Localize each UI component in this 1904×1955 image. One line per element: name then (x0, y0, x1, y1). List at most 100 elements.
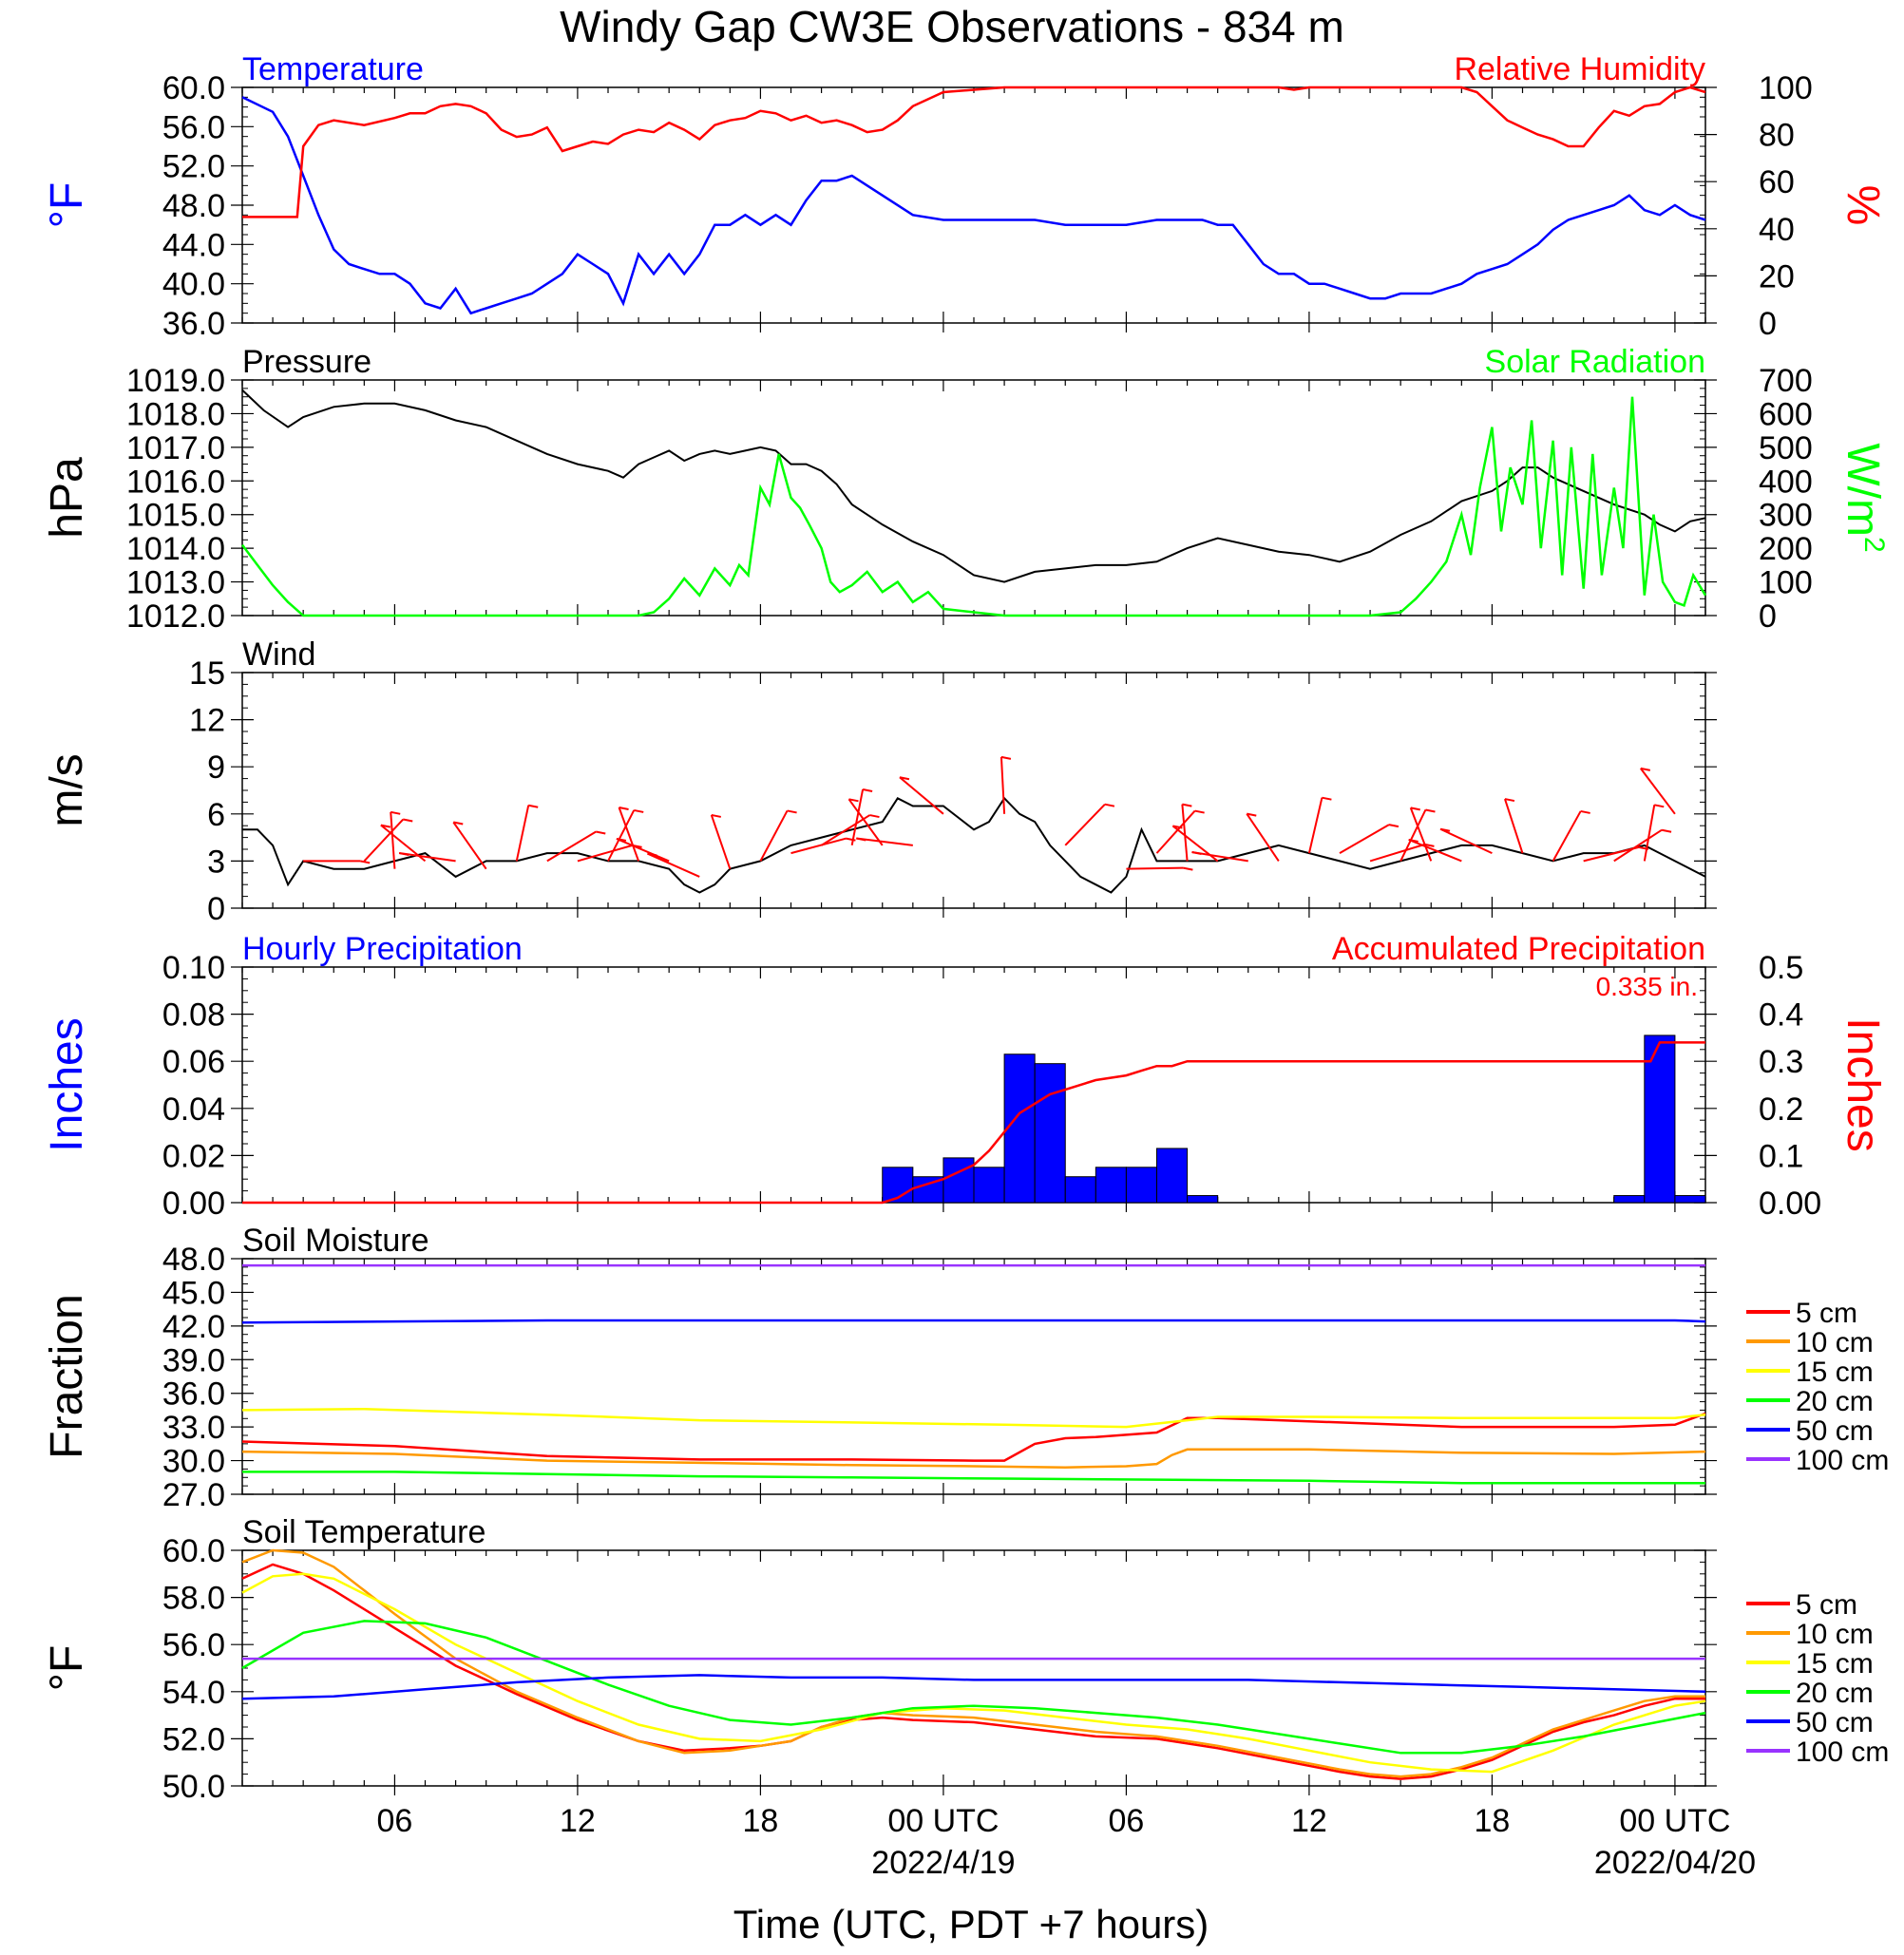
y-tick-label: 1013.0 (126, 565, 225, 601)
wind-barb-flag (1194, 809, 1205, 814)
x-tick-label: 00 UTC (1619, 1803, 1730, 1839)
right-y-tick-label: 700 (1759, 363, 1813, 399)
wind-barb (1583, 845, 1640, 863)
precip-bar (1064, 1176, 1096, 1204)
panel-soil_moisture: 48.045.042.039.036.033.030.027.0 Soil Moi… (42, 1223, 1889, 1513)
x-tick-label: 00 UTC (887, 1803, 999, 1839)
wind-barb (821, 814, 870, 846)
wind-barb (1643, 805, 1656, 862)
legend-label: 50 cm (1796, 1707, 1874, 1738)
series-line-solar-radiation (241, 396, 1707, 617)
wind-barb-flag (453, 821, 464, 826)
wind-barb-flag (711, 813, 721, 818)
wind-barb (515, 805, 530, 862)
series-line-5-cm (241, 1563, 1705, 1780)
precip-bar (1187, 1195, 1219, 1204)
series-line-15-cm (241, 1407, 1706, 1429)
legend-label: 5 cm (1796, 1589, 1857, 1621)
wind-barb-flag (1388, 824, 1399, 828)
legend-label: 100 cm (1796, 1737, 1889, 1768)
series-line-15-cm (241, 1572, 1706, 1774)
panel-frame (241, 86, 1706, 324)
wind-barb-flag (1580, 809, 1590, 814)
y-tick-label: 60.0 (162, 70, 225, 106)
panel-title-right: Solar Radiation (1485, 344, 1705, 380)
panel-title-left: Hourly Precipitation (242, 931, 523, 967)
right-y-tick-label: 100 (1759, 70, 1813, 106)
legend-label: 20 cm (1796, 1386, 1874, 1417)
wind-barb-flag (1661, 828, 1672, 833)
wind-barb (647, 852, 700, 878)
wind-barb (390, 811, 396, 869)
y-tick-label: 58.0 (162, 1581, 225, 1617)
wind-barb (577, 844, 633, 863)
wind-barb-flag (1504, 798, 1515, 803)
right-y-tick-label: 40 (1759, 212, 1795, 248)
panel-title-left: Soil Moisture (242, 1223, 429, 1259)
wind-barb (1504, 798, 1524, 854)
y-tick-label: 44.0 (162, 227, 225, 263)
y-tick-label: 1012.0 (126, 598, 225, 635)
right-y-tick-label: 60 (1759, 164, 1795, 200)
y-tick-label: 33.0 (162, 1410, 225, 1446)
wind-barb-flag (528, 804, 539, 808)
precip-bar (1613, 1195, 1646, 1204)
panel-title-left: Soil Temperature (242, 1514, 486, 1550)
y-tick-label: 1018.0 (126, 396, 225, 432)
precip-bar (1644, 1034, 1676, 1204)
panel-wind: 15 12 9 6 3 0 Wind m/s (42, 636, 1717, 927)
wind-barb (546, 830, 597, 863)
precip-bar (1156, 1148, 1189, 1204)
wind-barb (1181, 804, 1189, 862)
wind-barb-flag (1640, 767, 1651, 771)
x-date-label: 2022/04/20 (1594, 1845, 1756, 1881)
y-tick-label: 52.0 (162, 149, 225, 185)
legend-label: 50 cm (1796, 1415, 1874, 1447)
wind-barb (1369, 843, 1425, 863)
wind-barb-flag (634, 808, 644, 813)
y-tick-label: 36.0 (162, 306, 225, 342)
wind-barb (1246, 813, 1280, 862)
right-y-tick-label: 300 (1759, 498, 1813, 534)
y-tick-label: 52.0 (162, 1721, 225, 1757)
y-tick-label: 1015.0 (126, 498, 225, 534)
y-tick-label: 0.10 (162, 950, 225, 986)
wind-barb (1399, 809, 1427, 862)
y-tick-label: 1016.0 (126, 464, 225, 500)
wind-barb (363, 818, 404, 863)
x-tick-label: 18 (743, 1803, 779, 1839)
panels: 60.056.052.048.044.040.036.0100806040200… (42, 51, 1890, 1881)
panel-title-right: Accumulated Precipitation (1332, 931, 1705, 967)
right-y-tick-label: 0.00 (1759, 1186, 1821, 1222)
panel-title-left: Wind (242, 636, 315, 673)
wind-barb-flag (856, 837, 866, 842)
y-tick-label: 0 (207, 891, 225, 927)
right-y-tick-label: 0.4 (1759, 997, 1803, 1034)
y-tick-label: 0.00 (162, 1186, 225, 1222)
wind-barb (1552, 810, 1582, 862)
right-y-tick-label: 0.2 (1759, 1091, 1803, 1128)
precip-bar (942, 1157, 975, 1204)
series-line-50-cm (241, 1674, 1706, 1700)
panel-precip: 0.10 0.08 0.06 0.04 0.02 0.00 0.5 0.4 0.3 0.2 0.1 0… (42, 931, 1888, 1222)
right-y-tick-label: 80 (1759, 118, 1795, 154)
wind-barb (616, 838, 670, 863)
y-tick-label: 48.0 (162, 188, 225, 224)
precip-bar (1034, 1063, 1066, 1204)
precip-bar (1003, 1053, 1036, 1204)
wind-barb (759, 809, 789, 862)
series-line-pressure (241, 389, 1706, 583)
y-tick-label: 12 (189, 703, 225, 739)
panel-title-left: Pressure (242, 344, 371, 380)
y-tick-label: 0.08 (162, 997, 225, 1034)
y-axis-label: Fraction (42, 1294, 92, 1458)
wind-barb (1307, 797, 1323, 854)
right-y-tick-label: 0.5 (1759, 950, 1803, 986)
wind-barb (1155, 809, 1196, 854)
series-line-temperature (241, 96, 1706, 315)
right-y-tick-label: 500 (1759, 430, 1813, 466)
series-line-50-cm (241, 1319, 1706, 1324)
y-tick-label: 60.0 (162, 1533, 225, 1569)
precip-bar (973, 1167, 1005, 1204)
x-date-label: 2022/4/19 (871, 1845, 1015, 1881)
